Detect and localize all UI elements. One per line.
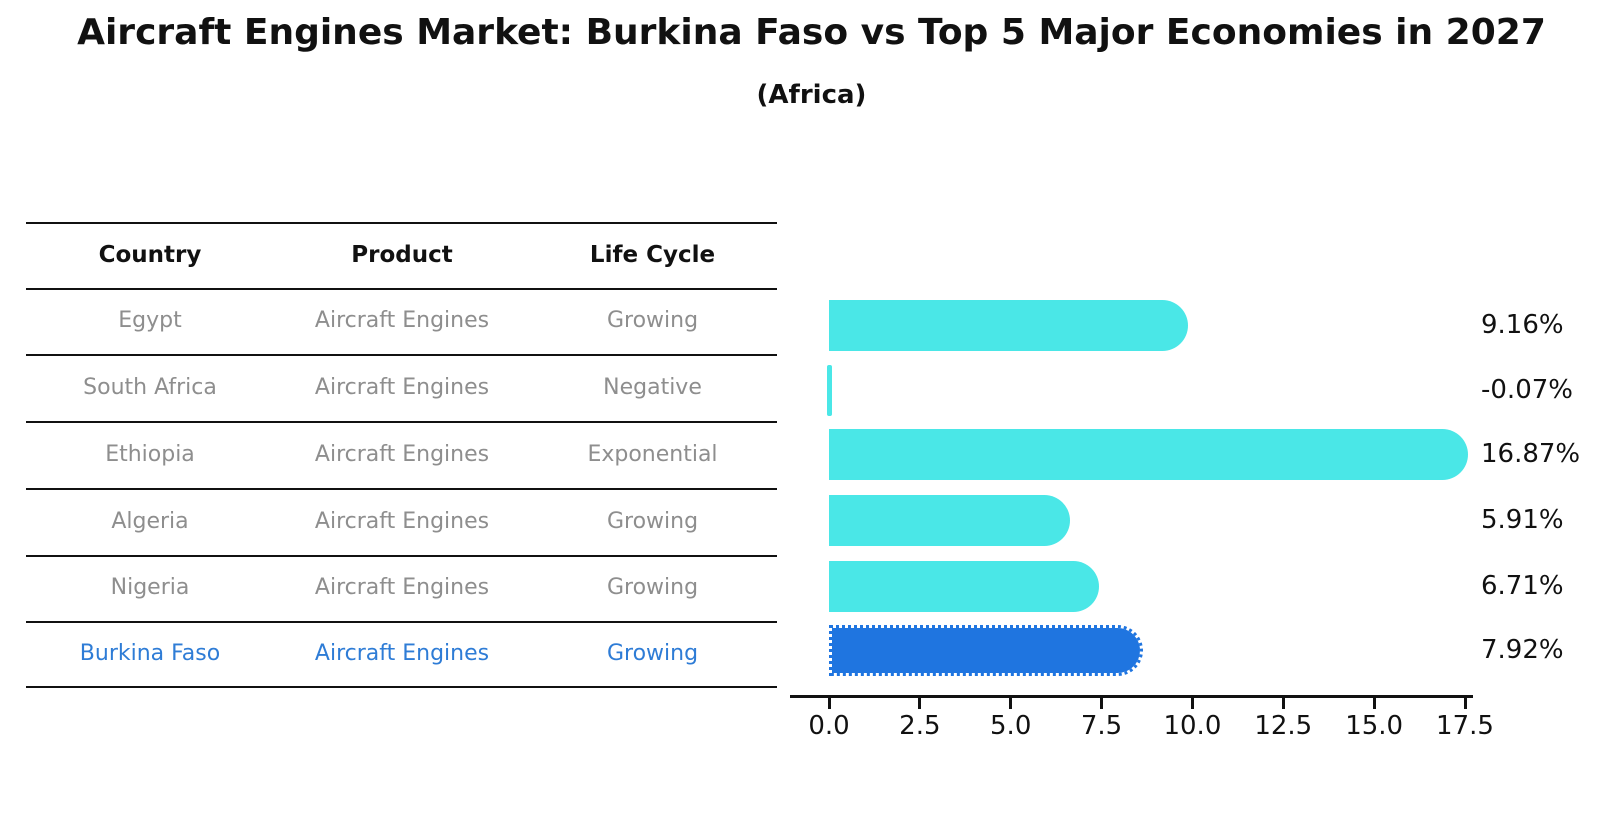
- x-axis-tick-label: 10.0: [1163, 711, 1222, 741]
- product-cell: Aircraft Engines: [314, 509, 490, 534]
- chart-title: Aircraft Engines Market: Burkina Faso vs…: [77, 12, 1546, 53]
- product-cell: Aircraft Engines: [314, 308, 490, 333]
- table-border-line: [26, 686, 777, 688]
- lifecycle-cell: Growing: [606, 509, 699, 534]
- bar-south-africa: [827, 365, 832, 416]
- bar-value-label: 6.71%: [1481, 571, 1564, 601]
- x-axis-tick-label: 17.5: [1436, 711, 1494, 741]
- bar-egypt: [829, 300, 1188, 351]
- lifecycle-cell: Growing: [606, 575, 699, 600]
- x-axis-tick: [1100, 698, 1104, 709]
- table-border-line: [26, 421, 777, 423]
- country-cell: Burkina Faso: [79, 641, 221, 666]
- table-header-product: Product: [351, 242, 453, 268]
- country-cell: Nigeria: [110, 575, 190, 600]
- table-border-line: [26, 488, 777, 490]
- bar-nigeria: [829, 561, 1099, 612]
- lifecycle-cell: Growing: [606, 308, 699, 333]
- bar-burkina-faso: [829, 625, 1143, 676]
- product-cell: Aircraft Engines: [314, 641, 490, 666]
- x-axis-tick-label: 0.0: [808, 711, 850, 741]
- product-cell: Aircraft Engines: [314, 575, 490, 600]
- product-cell: Aircraft Engines: [314, 375, 490, 400]
- bar-value-label: -0.07%: [1481, 375, 1573, 405]
- x-axis-tick-label: 7.5: [1080, 711, 1123, 741]
- table-border-line: [26, 621, 777, 623]
- x-axis-tick: [1009, 698, 1013, 709]
- bar-value-label: 9.16%: [1481, 310, 1564, 340]
- lifecycle-cell: Growing: [606, 641, 699, 666]
- table-border-line: [26, 354, 777, 356]
- country-cell: Ethiopia: [105, 442, 195, 467]
- x-axis-tick-label: 15.0: [1345, 711, 1404, 741]
- bar-value-label: 16.87%: [1481, 439, 1581, 469]
- bar-value-label: 5.91%: [1481, 505, 1564, 535]
- x-axis-tick-label: 5.0: [990, 711, 1032, 741]
- bar-value-label: 7.92%: [1481, 635, 1564, 665]
- table-border-line: [26, 288, 777, 290]
- x-axis-tick: [1281, 698, 1285, 709]
- x-axis-tick: [1190, 698, 1194, 709]
- chart-subtitle: (Africa): [756, 80, 867, 110]
- bar-ethiopia: [829, 429, 1468, 480]
- table-header-country: Country: [98, 242, 202, 268]
- x-axis-line: [790, 695, 1473, 698]
- lifecycle-cell: Negative: [603, 375, 702, 400]
- x-axis-tick: [1463, 698, 1467, 709]
- x-axis-tick-label: 12.5: [1254, 711, 1313, 741]
- country-cell: South Africa: [83, 375, 217, 400]
- x-axis-tick: [827, 698, 831, 709]
- bar-algeria: [829, 495, 1070, 546]
- country-cell: Egypt: [118, 308, 182, 333]
- product-cell: Aircraft Engines: [314, 442, 490, 467]
- country-cell: Algeria: [111, 509, 189, 534]
- table-border-line: [26, 222, 777, 224]
- x-axis-tick-label: 2.5: [899, 711, 941, 741]
- x-axis-tick: [1372, 698, 1376, 709]
- lifecycle-cell: Exponential: [587, 442, 718, 467]
- table-border-line: [26, 555, 777, 557]
- x-axis-tick: [918, 698, 922, 709]
- table-header-lifecycle: Life Cycle: [589, 242, 716, 268]
